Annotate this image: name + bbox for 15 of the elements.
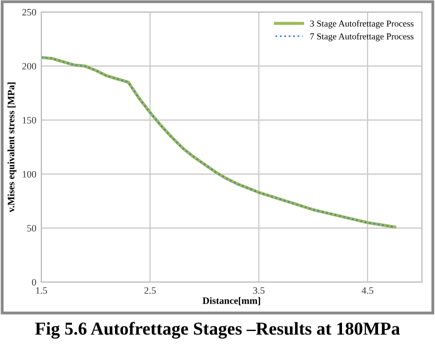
y-tick-label: 50 bbox=[27, 224, 36, 232]
y-tick-label: 200 bbox=[22, 62, 36, 70]
x-tick-label: 3.5 bbox=[253, 287, 265, 294]
x-tick-label: 2.5 bbox=[144, 287, 156, 294]
legend-label: 7 Stage Autofrettage Process bbox=[310, 32, 414, 42]
y-tick-label: 100 bbox=[22, 170, 36, 178]
y-axis-title: v.Mises equivalent stress [MPa] bbox=[8, 82, 16, 212]
y-tick-label: 150 bbox=[22, 116, 36, 124]
y-tick-label: 0 bbox=[32, 278, 36, 286]
caption: Fig 5.6 Autofrettage Stages –Results at 180MPa bbox=[35, 322, 400, 339]
x-tick-label: 4.5 bbox=[362, 287, 374, 294]
x-tick-label: 1.5 bbox=[36, 287, 48, 294]
y-tick-label: 250 bbox=[22, 8, 36, 16]
legend-label: 3 Stage Autofrettage Process bbox=[310, 20, 414, 28]
x-axis-title: Distance[mm] bbox=[202, 297, 260, 306]
